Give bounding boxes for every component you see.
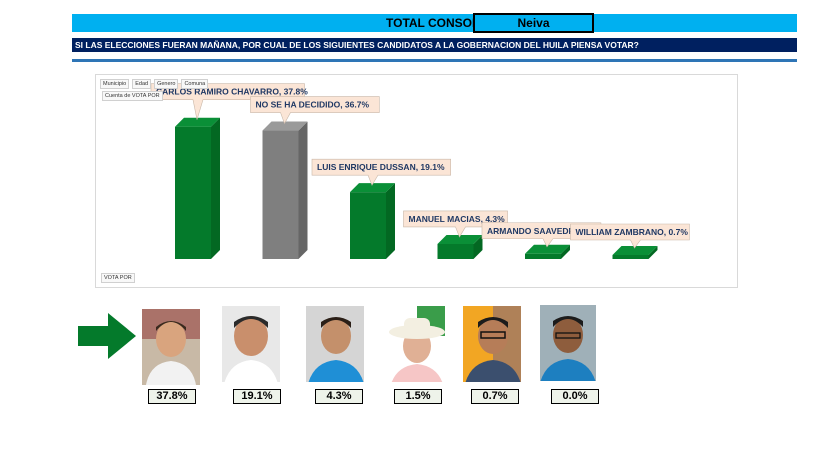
callout-text-3: MANUEL MACIAS, 4.3% xyxy=(409,214,506,224)
candidate-pct-6: 0.0% xyxy=(551,389,599,404)
data-label-3: MANUEL MACIAS, 4.3% xyxy=(403,210,508,238)
person-icon xyxy=(540,305,596,381)
candidate-pct-1: 37.8% xyxy=(148,389,196,404)
axis-field-button[interactable]: VOTA POR xyxy=(101,273,135,283)
survey-question: SI LAS ELECCIONES FUERAN MAÑANA, POR CUA… xyxy=(72,38,797,52)
data-label-5: WILLIAM ZAMBRANO, 0.7% xyxy=(570,223,690,249)
city-field[interactable]: Neiva xyxy=(473,13,594,33)
bar-side-1 xyxy=(298,121,308,259)
bar-4 xyxy=(525,253,561,259)
callout-text-1: NO SE HA DECIDIDO, 36.7% xyxy=(256,100,370,110)
person-icon xyxy=(222,306,280,382)
bar-top-4 xyxy=(525,244,570,254)
candidate-pct-3: 4.3% xyxy=(315,389,363,404)
callout-box-5 xyxy=(570,223,690,249)
callout-box-2 xyxy=(311,158,451,186)
filter-municipio[interactable]: Municipio xyxy=(100,79,130,89)
bar-side-2 xyxy=(386,183,395,259)
callout-box-3 xyxy=(403,210,508,238)
data-label-2: LUIS ENRIQUE DUSSAN, 19.1% xyxy=(311,158,451,186)
bar-top-1 xyxy=(262,121,308,131)
filter-genero[interactable]: Genero xyxy=(154,79,179,89)
bar-5 xyxy=(612,255,649,259)
filter-buttons: Municipio Edad Genero Comuna xyxy=(100,79,209,89)
candidate-photo-5 xyxy=(463,306,521,382)
person-icon xyxy=(387,306,445,382)
person-icon xyxy=(306,306,364,382)
bar-0 xyxy=(175,126,211,259)
callout-box-1 xyxy=(250,96,380,125)
person-icon xyxy=(142,309,200,385)
filter-comuna[interactable]: Comuna xyxy=(181,79,209,89)
callout-text-5: WILLIAM ZAMBRANO, 0.7% xyxy=(576,227,689,237)
candidate-pct-5: 0.7% xyxy=(471,389,519,404)
callout-text-0: CARLOS RAMIRO CHAVARRO, 37.8% xyxy=(156,87,308,97)
bar-side-3 xyxy=(473,234,483,259)
bar-chart: CARLOS RAMIRO CHAVARRO, 37.8% NO SE HA DE… xyxy=(150,83,690,259)
candidate-photo-6 xyxy=(540,305,598,381)
bar-3 xyxy=(437,243,474,259)
bar-side-5 xyxy=(648,246,658,259)
person-icon xyxy=(463,306,521,382)
bar-top-0 xyxy=(175,117,220,127)
data-label-1: NO SE HA DECIDIDO, 36.7% xyxy=(250,96,380,125)
filter-edad[interactable]: Edad xyxy=(132,79,152,89)
bar-top-5 xyxy=(612,246,658,255)
candidate-photo-1 xyxy=(142,309,200,385)
bar-top-2 xyxy=(350,183,395,193)
bar-2 xyxy=(350,192,386,259)
divider xyxy=(72,59,797,62)
chart-frame: CARLOS RAMIRO CHAVARRO, 37.8% NO SE HA DE… xyxy=(95,74,738,288)
arrow-right-icon xyxy=(78,313,136,359)
candidate-pct-2: 19.1% xyxy=(233,389,281,404)
header-bar: TOTAL CONSOLIDADO Neiva xyxy=(72,13,797,33)
callout-text-2: LUIS ENRIQUE DUSSAN, 19.1% xyxy=(317,162,445,172)
bar-side-4 xyxy=(561,244,570,259)
candidate-photo-4 xyxy=(387,306,445,382)
candidate-pct-4: 1.5% xyxy=(394,389,442,404)
candidate-photo-2 xyxy=(222,306,280,382)
value-field-button[interactable]: Cuenta de VOTA POR xyxy=(102,91,163,101)
bar-top-3 xyxy=(437,234,483,244)
bar-1 xyxy=(262,130,299,259)
bar-side-0 xyxy=(211,117,220,259)
callout-text-4: ARMANDO SAAVEDRA, 1.5% xyxy=(487,226,605,236)
candidate-photo-3 xyxy=(306,306,364,382)
